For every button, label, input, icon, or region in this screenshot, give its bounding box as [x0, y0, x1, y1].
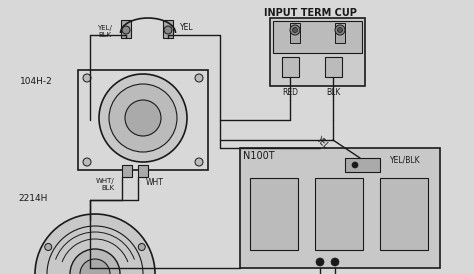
Text: RED: RED [282, 88, 298, 97]
Bar [345, 158, 380, 172]
Circle shape [138, 244, 145, 250]
Text: YEL/
BLK: YEL/ BLK [97, 25, 112, 38]
Text: WHT: WHT [146, 178, 164, 187]
Text: YEL: YEL [315, 135, 331, 151]
Circle shape [109, 84, 177, 152]
Text: N100T: N100T [243, 151, 274, 161]
Bar [325, 57, 342, 77]
Circle shape [290, 25, 300, 35]
Circle shape [164, 26, 172, 34]
Bar [380, 178, 428, 250]
Circle shape [352, 162, 358, 168]
Bar [240, 148, 440, 268]
Circle shape [195, 158, 203, 166]
Bar [315, 178, 363, 250]
Bar [121, 20, 131, 38]
Bar [138, 165, 148, 177]
Text: YEL: YEL [180, 22, 193, 32]
Circle shape [99, 74, 187, 162]
Bar [122, 165, 132, 177]
Circle shape [125, 100, 161, 136]
Circle shape [83, 158, 91, 166]
Circle shape [335, 25, 345, 35]
Circle shape [35, 214, 155, 274]
Circle shape [316, 258, 324, 266]
Circle shape [292, 27, 298, 33]
Bar [250, 178, 298, 250]
Circle shape [83, 74, 91, 82]
Circle shape [70, 249, 120, 274]
Bar [290, 23, 300, 43]
Bar [273, 21, 362, 53]
Text: WHT/
BLK: WHT/ BLK [96, 178, 115, 191]
Text: YEL/BLK: YEL/BLK [390, 156, 420, 164]
Text: BLK: BLK [326, 88, 340, 97]
Bar [78, 70, 208, 170]
Circle shape [331, 258, 339, 266]
Bar [270, 18, 365, 86]
Circle shape [80, 259, 110, 274]
Text: 104H-2: 104H-2 [20, 78, 53, 87]
Bar [163, 20, 173, 38]
Circle shape [122, 26, 130, 34]
Text: 2214H: 2214H [18, 194, 47, 203]
Bar [282, 57, 299, 77]
Text: INPUT TERM CUP: INPUT TERM CUP [264, 8, 356, 18]
Circle shape [45, 244, 52, 250]
Circle shape [337, 27, 343, 33]
Circle shape [195, 74, 203, 82]
Bar [335, 23, 345, 43]
